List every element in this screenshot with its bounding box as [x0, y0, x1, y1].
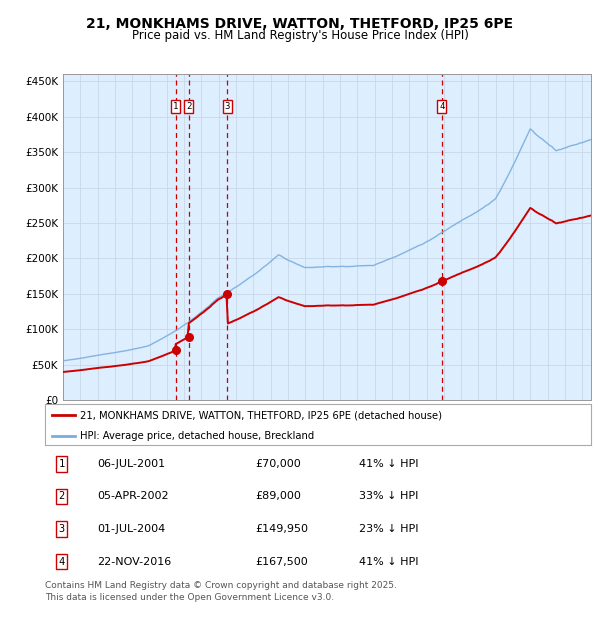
Text: £70,000: £70,000: [255, 459, 301, 469]
Text: 21, MONKHAMS DRIVE, WATTON, THETFORD, IP25 6PE (detached house): 21, MONKHAMS DRIVE, WATTON, THETFORD, IP…: [80, 410, 442, 420]
Text: 1: 1: [58, 459, 65, 469]
Text: 1: 1: [173, 102, 178, 111]
Text: HPI: Average price, detached house, Breckland: HPI: Average price, detached house, Brec…: [80, 431, 315, 441]
Text: 21, MONKHAMS DRIVE, WATTON, THETFORD, IP25 6PE: 21, MONKHAMS DRIVE, WATTON, THETFORD, IP…: [86, 17, 514, 32]
Text: 3: 3: [58, 524, 65, 534]
Text: Price paid vs. HM Land Registry's House Price Index (HPI): Price paid vs. HM Land Registry's House …: [131, 29, 469, 42]
Text: 2: 2: [58, 492, 65, 502]
Text: 41% ↓ HPI: 41% ↓ HPI: [359, 557, 418, 567]
Text: 33% ↓ HPI: 33% ↓ HPI: [359, 492, 418, 502]
Text: 01-JUL-2004: 01-JUL-2004: [97, 524, 165, 534]
Text: £167,500: £167,500: [255, 557, 308, 567]
Text: 4: 4: [58, 557, 65, 567]
Text: 3: 3: [225, 102, 230, 111]
Text: 05-APR-2002: 05-APR-2002: [97, 492, 169, 502]
Text: 4: 4: [439, 102, 445, 111]
Text: 06-JUL-2001: 06-JUL-2001: [97, 459, 165, 469]
Text: 2: 2: [186, 102, 191, 111]
Text: £149,950: £149,950: [255, 524, 308, 534]
Text: 41% ↓ HPI: 41% ↓ HPI: [359, 459, 418, 469]
Text: 22-NOV-2016: 22-NOV-2016: [97, 557, 171, 567]
Text: £89,000: £89,000: [255, 492, 301, 502]
Text: 23% ↓ HPI: 23% ↓ HPI: [359, 524, 418, 534]
Text: Contains HM Land Registry data © Crown copyright and database right 2025.
This d: Contains HM Land Registry data © Crown c…: [45, 581, 397, 602]
